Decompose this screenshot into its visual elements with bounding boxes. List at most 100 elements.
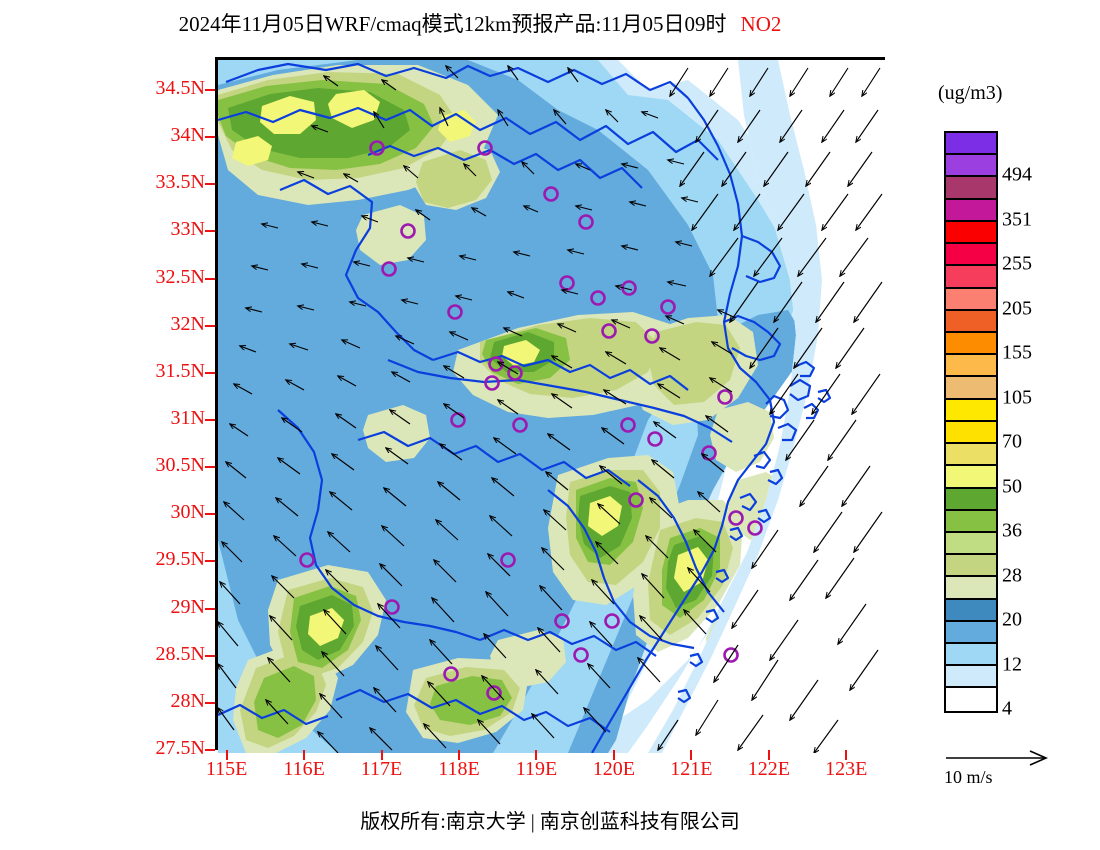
colorbar-label: 36: [1002, 519, 1022, 542]
colorbar-label: 12: [1002, 653, 1022, 676]
wind-scale-arrow: [944, 748, 1084, 766]
lat-axis-label: 31N: [170, 407, 205, 429]
lon-axis-tick: [845, 750, 848, 760]
colorbar-cell: [946, 177, 996, 200]
lon-axis-label: 115E: [205, 758, 248, 780]
lon-axis-label: 117E: [360, 758, 403, 780]
lon-axis-label: 119E: [515, 758, 558, 780]
lat-axis-label: 28.5N: [155, 642, 205, 665]
lat-axis-label: 31.5N: [155, 359, 205, 382]
copyright-company: 南京创蓝科技有限公司: [539, 811, 740, 833]
lat-axis-label: 29.5N: [155, 548, 205, 571]
lat-axis-label: 33.5N: [155, 171, 205, 194]
page-title: 2024年11月05日WRF/cmaq模式12km预报产品:11月05日09时 N…: [0, 8, 960, 38]
colorbar-cell: [946, 399, 996, 422]
map-plot-area: [215, 57, 888, 753]
colorbar-cell: [946, 666, 996, 689]
lat-axis-label: 32N: [170, 312, 205, 335]
colorbar-cell: [946, 310, 996, 333]
colorbar-cell: [946, 244, 996, 267]
colorbar-cell: [946, 199, 996, 222]
colorbar-label: 28: [1002, 564, 1022, 587]
colorbar-cell: [946, 332, 996, 356]
lat-axis-tick: [205, 701, 215, 704]
colorbar[interactable]: [944, 131, 998, 713]
copyright-separator: |: [530, 811, 535, 833]
colorbar-label: 105: [1002, 386, 1032, 409]
lat-axis-label: 29N: [170, 595, 205, 618]
lat-axis-tick: [205, 89, 215, 91]
lat-axis-tick: [205, 371, 215, 374]
lat-axis-tick: [205, 654, 215, 657]
copyright-footer: 版权所有:南京大学 | 南京创蓝科技有限公司: [0, 805, 1100, 834]
colorbar-label: 20: [1002, 608, 1022, 631]
lon-axis-label: 116E: [283, 758, 325, 780]
concentration-map[interactable]: [218, 60, 888, 753]
colorbar-cell: [946, 577, 996, 600]
lon-axis-label: 120E: [592, 758, 635, 780]
lat-axis-label: 33N: [170, 218, 205, 241]
colorbar-cell: [946, 555, 996, 578]
lon-axis-tick: [457, 750, 460, 760]
lon-axis-tick: [767, 750, 770, 760]
colorbar-label: 255: [1002, 252, 1032, 275]
colorbar-cell: [946, 288, 996, 311]
colorbar-cell: [946, 155, 996, 178]
lat-axis-tick: [205, 419, 215, 421]
colorbar-cell: [946, 644, 996, 667]
lat-axis-tick: [205, 277, 215, 280]
admin-boundaries: [218, 62, 832, 753]
lon-axis-label: 123E: [825, 758, 868, 780]
lat-axis-label: 32.5N: [155, 265, 205, 288]
sea-mask: [648, 60, 888, 753]
colorbar-cell: [946, 510, 996, 533]
lon-axis-tick: [690, 750, 693, 760]
contour-band-105: [232, 90, 708, 646]
lat-axis-label: 30N: [170, 501, 205, 524]
wind-vectors: [218, 66, 883, 753]
colorbar-cell: [946, 266, 996, 289]
wind-land: [218, 66, 737, 753]
colorbar-label: 4: [1002, 697, 1012, 720]
colorbar-cell: [946, 221, 996, 245]
colorbar-label: 494: [1002, 163, 1032, 186]
lat-axis-tick: [205, 749, 215, 751]
colorbar-cell: [946, 133, 996, 156]
map-frame: [215, 57, 888, 753]
lat-axis-tick: [205, 466, 215, 469]
lon-axis-tick: [380, 750, 383, 760]
colorbar-cell: [946, 599, 996, 622]
lon-axis-label: 118E: [438, 758, 480, 780]
lat-axis-tick: [205, 324, 215, 327]
colorbar-cell: [946, 355, 996, 378]
lat-axis-tick: [205, 607, 215, 610]
species-label: NO2: [740, 12, 782, 36]
lon-axis-tick: [225, 750, 228, 760]
colorbar-label: 70: [1002, 430, 1022, 453]
colorbar-cell: [946, 488, 996, 511]
colorbar-label: 50: [1002, 475, 1022, 498]
colorbar-label: 351: [1002, 208, 1032, 231]
lon-axis-tick: [535, 750, 538, 760]
colorbar-cell: [946, 377, 996, 400]
lat-axis-tick: [205, 230, 215, 233]
lat-axis-tick: [205, 183, 215, 186]
lat-axis-label: 27.5N: [155, 737, 205, 759]
colorbar-cell: [946, 444, 996, 467]
colorbar-label: 205: [1002, 297, 1032, 320]
wind-sea: [658, 67, 883, 753]
lon-axis-label: 122E: [747, 758, 790, 780]
colorbar-cell: [946, 466, 996, 489]
copyright-owner: 版权所有:南京大学: [360, 811, 526, 833]
lon-axis-label: 121E: [670, 758, 713, 780]
colorbar-cell: [946, 421, 996, 445]
lat-axis-label: 30.5N: [155, 454, 205, 477]
colorbar-unit: (ug/m3): [938, 82, 1003, 104]
colorbar-cell: [946, 532, 996, 556]
wind-scale-label: 10 m/s: [944, 767, 993, 787]
lon-axis-tick: [303, 750, 306, 760]
lat-axis-tick: [205, 136, 215, 139]
colorbar-cell: [946, 621, 996, 645]
lat-axis-label: 34N: [170, 124, 205, 147]
lon-axis-tick: [612, 750, 615, 760]
